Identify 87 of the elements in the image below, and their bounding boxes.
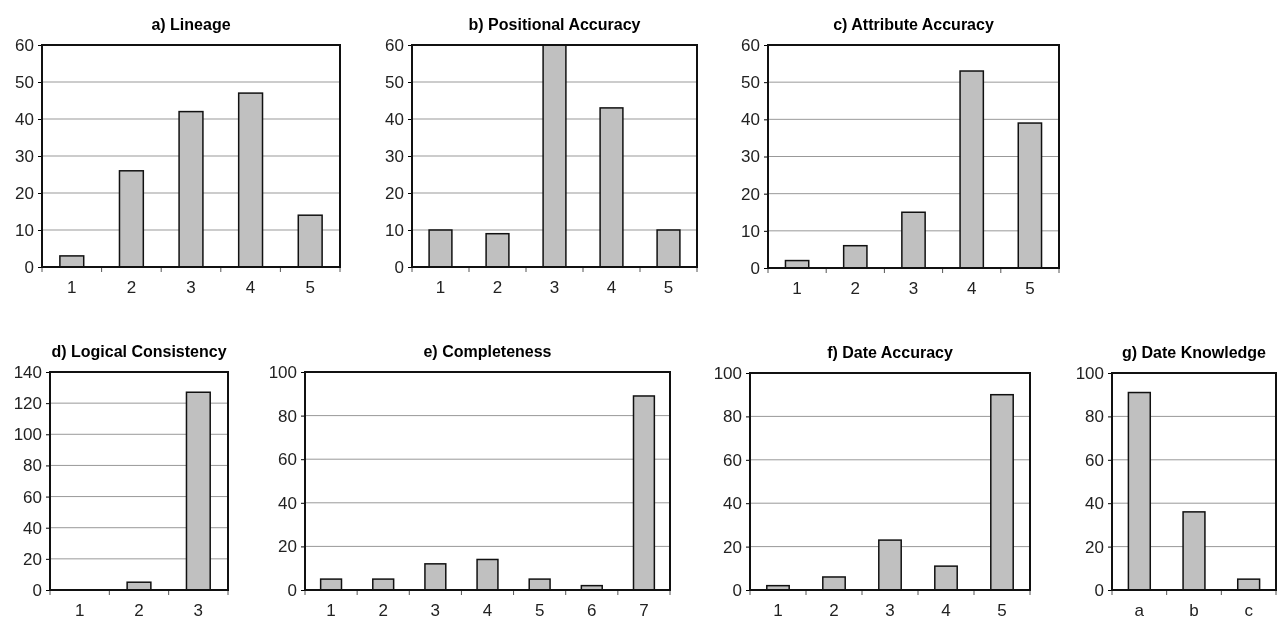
y-tick-label: 120 xyxy=(13,394,42,414)
y-tick-label: 50 xyxy=(741,73,760,93)
x-tick-label: 1 xyxy=(67,278,77,298)
x-tick-label: 6 xyxy=(587,601,597,621)
x-tick-label: 3 xyxy=(193,601,204,621)
chart-title: g) Date Knowledge xyxy=(1121,344,1267,361)
y-tick-label: 50 xyxy=(385,72,404,92)
y-tick-label: 40 xyxy=(741,110,760,130)
y-tick-label: 0 xyxy=(732,580,742,600)
x-tick-label: 5 xyxy=(1025,279,1035,299)
y-tick-label: 10 xyxy=(741,221,760,241)
x-tick-label: 3 xyxy=(186,278,196,298)
x-tick-label: 2 xyxy=(126,278,137,298)
y-tick-label: 60 xyxy=(723,450,742,470)
y-tick-label: 0 xyxy=(287,580,297,600)
y-tick-label: 20 xyxy=(278,537,297,557)
x-tick-label: 2 xyxy=(850,279,861,299)
x-tick-label: 3 xyxy=(430,601,441,621)
y-tick-label: 20 xyxy=(723,537,742,557)
chart-title: a) Lineage xyxy=(151,16,231,33)
y-tick-label: 60 xyxy=(15,35,34,55)
x-tick-label: 1 xyxy=(435,278,446,298)
y-tick-label: 80 xyxy=(278,406,297,426)
y-tick-label: 0 xyxy=(394,257,404,277)
chart-title: e) Completeness xyxy=(423,343,552,360)
y-tick-label: 0 xyxy=(32,580,42,600)
x-tick-label: 5 xyxy=(997,601,1007,621)
x-tick-label: 3 xyxy=(885,601,895,621)
y-tick-label: 20 xyxy=(23,549,42,569)
y-tick-label: 100 xyxy=(713,363,742,383)
y-tick-label: 20 xyxy=(15,183,34,203)
x-tick-label: 2 xyxy=(492,278,503,298)
chart-title: c) Attribute Accuracy xyxy=(833,16,994,33)
y-tick-label: 30 xyxy=(15,146,34,166)
y-tick-label: 40 xyxy=(385,109,404,129)
x-tick-label: 1 xyxy=(773,601,783,621)
y-tick-label: 10 xyxy=(15,220,34,240)
x-tick-label: c xyxy=(1244,601,1254,621)
x-tick-label: 3 xyxy=(549,278,560,298)
x-tick-label: a xyxy=(1134,601,1145,621)
y-tick-label: 50 xyxy=(15,72,34,92)
chart-title: d) Logical Consistency xyxy=(51,343,227,360)
y-tick-label: 100 xyxy=(13,425,42,445)
y-tick-label: 20 xyxy=(385,183,404,203)
x-tick-label: 4 xyxy=(245,278,256,298)
chart-title: f) Date Accuracy xyxy=(827,344,953,361)
x-tick-label: b xyxy=(1189,601,1199,621)
y-tick-label: 80 xyxy=(23,456,42,476)
x-tick-label: 3 xyxy=(908,279,919,299)
y-tick-label: 30 xyxy=(385,146,404,166)
x-tick-label: 5 xyxy=(534,601,545,621)
x-tick-label: 2 xyxy=(378,601,388,621)
y-tick-label: 0 xyxy=(24,257,34,277)
y-tick-label: 10 xyxy=(385,220,404,240)
y-tick-label: 40 xyxy=(278,493,297,513)
y-tick-label: 60 xyxy=(23,487,42,507)
x-tick-label: 5 xyxy=(305,278,315,298)
y-tick-label: 140 xyxy=(13,362,42,382)
x-tick-label: 1 xyxy=(326,601,336,621)
y-tick-label: 80 xyxy=(1085,407,1104,427)
x-tick-label: 7 xyxy=(639,601,649,621)
y-tick-label: 30 xyxy=(741,147,760,167)
x-tick-label: 2 xyxy=(829,601,839,621)
chart-title: b) Positional Accuracy xyxy=(468,16,641,33)
y-tick-label: 40 xyxy=(15,109,34,129)
y-tick-label: 40 xyxy=(723,494,742,514)
x-tick-label: 4 xyxy=(966,279,977,299)
x-tick-label: 1 xyxy=(74,601,85,621)
y-tick-label: 40 xyxy=(23,518,42,538)
x-tick-label: 2 xyxy=(134,601,144,621)
y-tick-label: 100 xyxy=(268,362,297,382)
y-tick-label: 60 xyxy=(1085,450,1104,470)
y-tick-label: 100 xyxy=(1075,363,1104,383)
y-tick-label: 0 xyxy=(1094,580,1104,600)
y-tick-label: 60 xyxy=(278,450,297,470)
y-tick-label: 20 xyxy=(741,184,760,204)
y-tick-label: 80 xyxy=(723,407,742,427)
y-tick-label: 20 xyxy=(1085,537,1104,557)
y-tick-label: 60 xyxy=(741,35,760,55)
y-tick-label: 60 xyxy=(385,35,404,55)
x-tick-label: 4 xyxy=(941,601,951,621)
x-tick-label: 1 xyxy=(792,279,802,299)
x-tick-label: 4 xyxy=(482,601,493,621)
x-tick-label: 5 xyxy=(663,278,674,298)
y-tick-label: 40 xyxy=(1085,494,1104,514)
x-tick-label: 4 xyxy=(606,278,617,298)
y-tick-label: 0 xyxy=(750,258,760,278)
